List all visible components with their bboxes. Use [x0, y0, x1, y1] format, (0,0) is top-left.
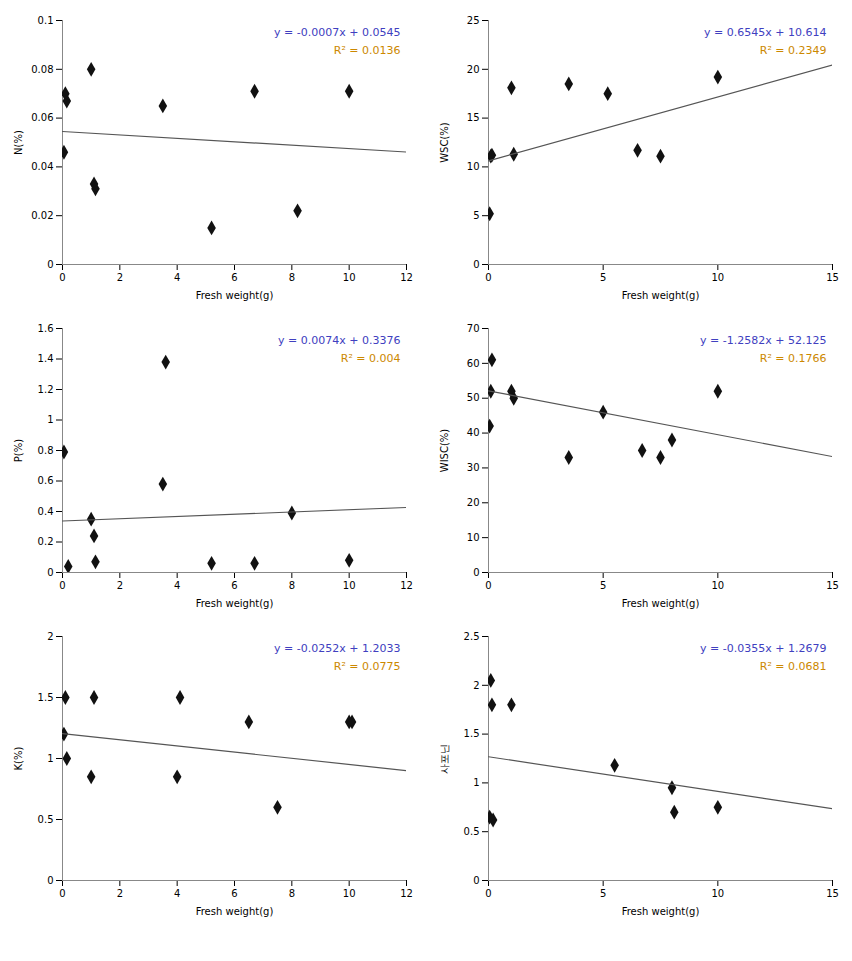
- svg-text:Fresh weight(g): Fresh weight(g): [196, 598, 274, 609]
- svg-text:0.8: 0.8: [38, 445, 54, 456]
- svg-text:0: 0: [485, 580, 491, 591]
- svg-text:12: 12: [400, 272, 413, 283]
- svg-text:10: 10: [711, 272, 724, 283]
- svg-text:Fresh weight(g): Fresh weight(g): [196, 906, 274, 917]
- svg-text:15: 15: [826, 272, 839, 283]
- svg-text:1.5: 1.5: [38, 692, 54, 703]
- svg-text:0.4: 0.4: [38, 506, 54, 517]
- svg-text:10: 10: [711, 888, 724, 899]
- svg-text:0: 0: [485, 272, 491, 283]
- svg-text:2: 2: [473, 680, 479, 691]
- svg-text:12: 12: [400, 580, 413, 591]
- svg-text:y = -1.2582x + 52.125: y = -1.2582x + 52.125: [700, 334, 826, 347]
- svg-text:50: 50: [467, 392, 480, 403]
- svg-text:y = -0.0007x + 0.0545: y = -0.0007x + 0.0545: [274, 26, 400, 39]
- svg-text:8: 8: [289, 580, 295, 591]
- svg-text:0.06: 0.06: [31, 112, 53, 123]
- svg-text:60: 60: [467, 358, 480, 369]
- svg-text:2: 2: [47, 631, 53, 642]
- svg-text:R² = 0.1766: R² = 0.1766: [760, 352, 827, 365]
- svg-text:8: 8: [289, 888, 295, 899]
- svg-text:2.5: 2.5: [464, 631, 480, 642]
- svg-text:Fresh weight(g): Fresh weight(g): [622, 290, 700, 301]
- svg-text:y = 0.6545x + 10.614: y = 0.6545x + 10.614: [704, 26, 826, 39]
- svg-text:70: 70: [467, 323, 480, 334]
- svg-text:1.2: 1.2: [38, 384, 54, 395]
- svg-text:0: 0: [47, 259, 53, 270]
- svg-text:y = -0.0252x + 1.2033: y = -0.0252x + 1.2033: [274, 642, 400, 655]
- svg-text:R² = 0.0775: R² = 0.0775: [334, 660, 401, 673]
- svg-text:6: 6: [231, 272, 237, 283]
- svg-text:0: 0: [485, 888, 491, 899]
- svg-text:10: 10: [343, 272, 356, 283]
- svg-text:20: 20: [467, 64, 480, 75]
- svg-text:0.1: 0.1: [38, 15, 54, 26]
- svg-text:y = 0.0074x + 0.3376: y = 0.0074x + 0.3376: [278, 334, 400, 347]
- svg-text:4: 4: [174, 580, 180, 591]
- svg-text:0: 0: [59, 272, 65, 283]
- svg-text:N(%): N(%): [13, 130, 24, 155]
- svg-text:15: 15: [467, 112, 480, 123]
- svg-text:5: 5: [600, 580, 606, 591]
- svg-text:2: 2: [117, 888, 123, 899]
- svg-text:12: 12: [400, 888, 413, 899]
- svg-text:R² = 0.004: R² = 0.004: [341, 352, 401, 365]
- svg-text:6: 6: [231, 888, 237, 899]
- svg-text:10: 10: [343, 580, 356, 591]
- svg-text:10: 10: [467, 161, 480, 172]
- svg-text:사포닌: 사포닌: [439, 744, 450, 774]
- svg-text:15: 15: [826, 580, 839, 591]
- svg-text:0: 0: [47, 875, 53, 886]
- svg-text:0.08: 0.08: [31, 64, 53, 75]
- svg-text:10: 10: [467, 532, 480, 543]
- svg-text:8: 8: [289, 272, 295, 283]
- svg-text:25: 25: [467, 15, 480, 26]
- svg-text:10: 10: [711, 580, 724, 591]
- svg-text:0.2: 0.2: [38, 536, 54, 547]
- svg-text:5: 5: [600, 272, 606, 283]
- svg-text:4: 4: [174, 888, 180, 899]
- svg-text:0: 0: [47, 567, 53, 578]
- svg-text:0.5: 0.5: [464, 826, 480, 837]
- svg-text:1: 1: [473, 777, 479, 788]
- svg-text:1.4: 1.4: [38, 353, 54, 364]
- svg-text:R² = 0.0136: R² = 0.0136: [334, 44, 401, 57]
- svg-text:0: 0: [473, 875, 479, 886]
- svg-text:5: 5: [473, 210, 479, 221]
- svg-text:5: 5: [600, 888, 606, 899]
- svg-text:20: 20: [467, 497, 480, 508]
- svg-text:0.02: 0.02: [31, 210, 53, 221]
- svg-text:0.6: 0.6: [38, 475, 54, 486]
- svg-text:15: 15: [826, 888, 839, 899]
- svg-text:10: 10: [343, 888, 356, 899]
- svg-text:0.04: 0.04: [31, 161, 53, 172]
- svg-text:R² = 0.0681: R² = 0.0681: [760, 660, 827, 673]
- svg-text:y = -0.0355x + 1.2679: y = -0.0355x + 1.2679: [700, 642, 826, 655]
- svg-text:2: 2: [117, 272, 123, 283]
- svg-text:Fresh weight(g): Fresh weight(g): [622, 906, 700, 917]
- svg-text:WISC(%): WISC(%): [439, 429, 450, 473]
- svg-text:R² = 0.2349: R² = 0.2349: [760, 44, 827, 57]
- svg-text:0.5: 0.5: [38, 814, 54, 825]
- svg-text:Fresh weight(g): Fresh weight(g): [196, 290, 274, 301]
- svg-text:40: 40: [467, 427, 480, 438]
- svg-text:0: 0: [59, 580, 65, 591]
- svg-text:30: 30: [467, 462, 480, 473]
- svg-text:6: 6: [231, 580, 237, 591]
- svg-text:0: 0: [473, 259, 479, 270]
- svg-text:1: 1: [47, 753, 53, 764]
- svg-text:0: 0: [59, 888, 65, 899]
- svg-text:1.6: 1.6: [38, 323, 54, 334]
- svg-text:Fresh weight(g): Fresh weight(g): [622, 598, 700, 609]
- svg-text:2: 2: [117, 580, 123, 591]
- svg-text:1: 1: [47, 414, 53, 425]
- svg-text:WSC(%): WSC(%): [439, 122, 450, 163]
- svg-text:P(%): P(%): [13, 439, 24, 462]
- svg-text:1.5: 1.5: [464, 728, 480, 739]
- svg-text:4: 4: [174, 272, 180, 283]
- svg-text:0: 0: [473, 567, 479, 578]
- svg-text:K(%): K(%): [13, 746, 24, 770]
